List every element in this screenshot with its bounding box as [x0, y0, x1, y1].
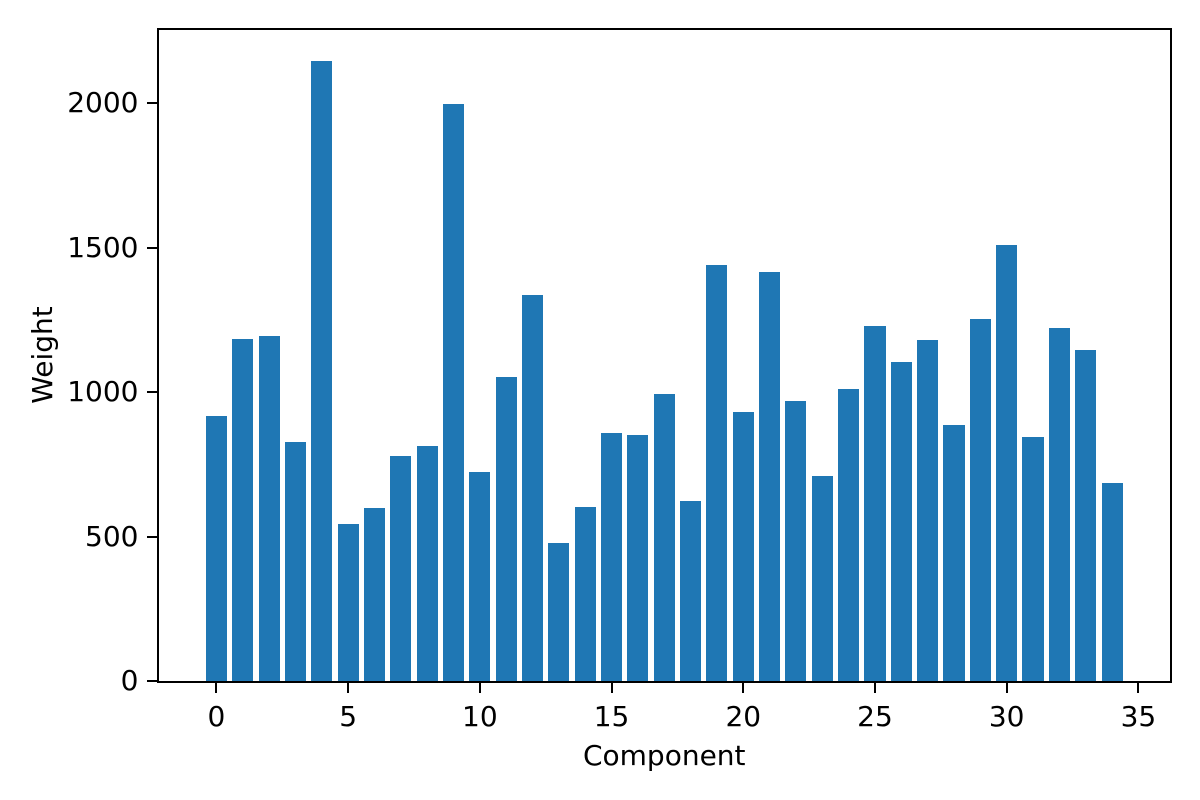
y-tick-mark-1500	[146, 246, 157, 249]
y-tick-mark-1000	[146, 391, 157, 394]
y-tick-mark-500	[146, 535, 157, 538]
bar-component-31	[1022, 436, 1044, 681]
bar-component-12	[522, 294, 544, 681]
bar-component-11	[495, 377, 517, 681]
x-tick-mark-5	[347, 683, 350, 693]
bar-component-26	[890, 362, 912, 681]
x-tick-mark-35	[1137, 683, 1140, 693]
bar-component-21	[759, 272, 781, 681]
bar-component-15	[601, 433, 623, 681]
bar-component-8	[416, 446, 438, 681]
bar-component-16	[627, 434, 649, 681]
x-tick-label-20: 20	[725, 700, 762, 733]
bar-component-33	[1075, 350, 1097, 681]
x-tick-mark-20	[742, 683, 745, 693]
y-tick-label-1000: 1000	[67, 375, 139, 409]
bar-component-23	[811, 475, 833, 681]
bar-component-3	[284, 442, 306, 681]
bar-component-18	[680, 500, 702, 681]
bar-component-28	[943, 424, 965, 681]
y-tick-mark-2000	[146, 102, 157, 105]
x-tick-label-25: 25	[857, 700, 893, 733]
bar-component-7	[390, 455, 412, 681]
bar-component-6	[363, 508, 386, 681]
x-tick-mark-30	[1005, 683, 1008, 693]
x-tick-mark-10	[478, 683, 481, 693]
x-tick-label-35: 35	[1120, 700, 1157, 733]
x-tick-mark-0	[215, 683, 218, 693]
bar-component-34	[1101, 482, 1123, 681]
bar-component-27	[917, 339, 939, 681]
y-axis-label: Weight	[26, 306, 59, 405]
bar-component-1	[232, 338, 254, 681]
bar-component-14	[574, 506, 596, 681]
x-axis-label: Component	[582, 739, 746, 772]
bar-component-30	[996, 245, 1018, 681]
y-tick-label-0: 0	[120, 664, 139, 697]
bar-component-32	[1048, 327, 1070, 681]
x-tick-label-5: 5	[339, 700, 358, 733]
bar-component-13	[548, 543, 570, 681]
plot-area	[156, 27, 1172, 683]
x-tick-label-30: 30	[988, 700, 1025, 733]
bar-component-2	[258, 336, 280, 681]
y-tick-label-1500: 1500	[67, 230, 139, 264]
bar-component-9	[442, 103, 465, 681]
bar-component-19	[706, 264, 728, 681]
bar-component-4	[311, 60, 333, 681]
x-tick-mark-25	[873, 683, 876, 693]
y-tick-mark-0	[146, 680, 157, 682]
x-tick-label-15: 15	[593, 700, 630, 733]
bar-component-25	[864, 326, 886, 681]
bar-component-0	[205, 416, 227, 681]
bar-component-10	[469, 472, 491, 681]
x-tick-label-0: 0	[207, 700, 226, 733]
y-tick-label-2000: 2000	[67, 86, 139, 120]
bar-component-17	[653, 394, 675, 681]
y-tick-label-500: 500	[85, 519, 139, 553]
bar-component-24	[838, 388, 860, 681]
bar-component-5	[337, 523, 359, 681]
x-tick-mark-15	[610, 683, 613, 693]
bar-component-20	[732, 412, 754, 681]
x-tick-label-10: 10	[462, 700, 498, 733]
bar-component-29	[969, 318, 991, 681]
bar-component-22	[785, 400, 807, 681]
